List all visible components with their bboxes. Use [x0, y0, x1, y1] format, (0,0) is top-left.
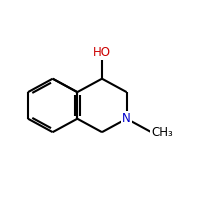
Text: HO: HO — [93, 46, 111, 59]
Text: CH₃: CH₃ — [151, 126, 173, 139]
Text: N: N — [122, 112, 131, 125]
